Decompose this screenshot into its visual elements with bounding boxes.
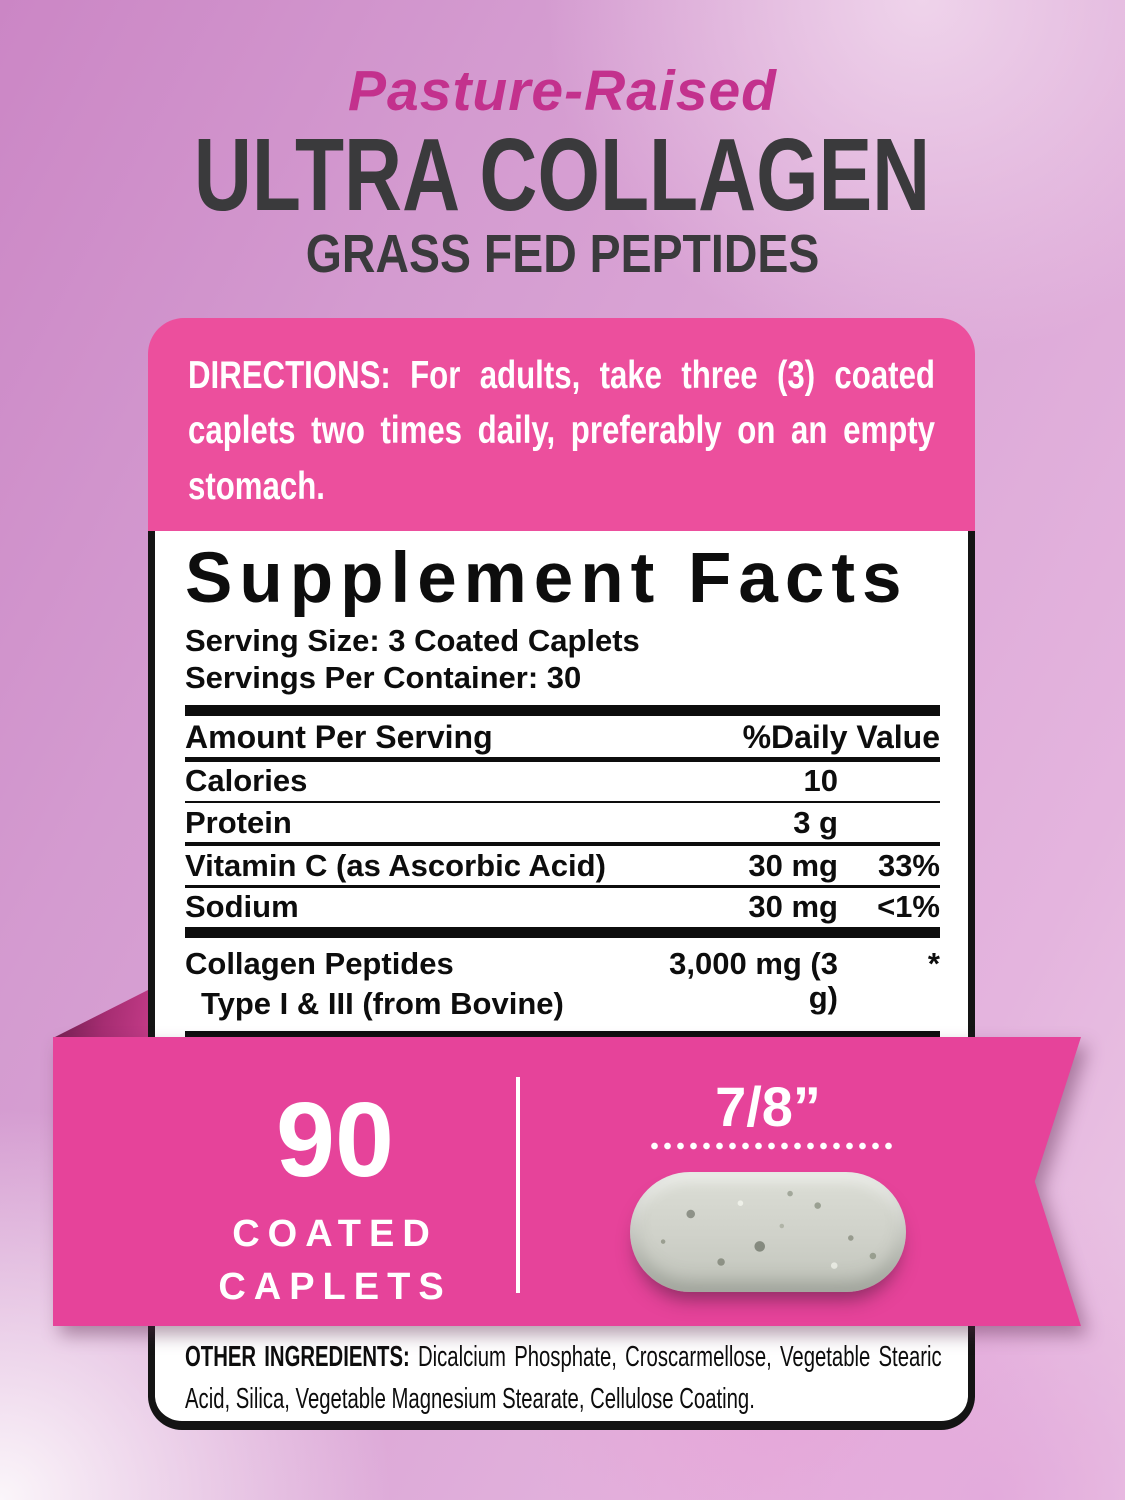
other-ingredients: OTHER INGREDIENTS: Dicalcium Phosphate, … bbox=[185, 1336, 942, 1420]
directions-label: DIRECTIONS: bbox=[188, 354, 391, 397]
facts-header-row: Amount Per Serving %Daily Value bbox=[185, 716, 940, 757]
nutrient-dv: 33% bbox=[877, 847, 940, 883]
nutrient-name: Vitamin C (as Ascorbic Acid) bbox=[185, 847, 606, 883]
thick-rule bbox=[185, 1031, 940, 1043]
nutrient-name: Collagen Peptides Type I & III (from Bov… bbox=[185, 945, 668, 1022]
ribbon-banner: 90 COATED CAPLETS 7/8” bbox=[53, 1037, 1081, 1326]
product-subtitle-line: GRASS FED PEPTIDES bbox=[0, 223, 1125, 284]
ribbon-divider bbox=[516, 1077, 520, 1293]
caplet-unit-line1: COATED bbox=[232, 1213, 438, 1255]
nutrient-amount: 3,000 mg (3 g) bbox=[669, 945, 838, 1016]
other-ingredients-body: Dicalcium Phosphate, Croscarmellose, Veg… bbox=[185, 1340, 942, 1415]
product-subtitle: GRASS FED PEPTIDES bbox=[305, 223, 820, 284]
table-row-collagen: Collagen Peptides Type I & III (from Bov… bbox=[185, 938, 940, 1031]
header-rule bbox=[185, 756, 940, 762]
directions-box: DIRECTIONS: For adults, take three (3) c… bbox=[148, 318, 975, 531]
table-row-protein: Protein 3 g bbox=[185, 803, 940, 842]
directions-text: DIRECTIONS: For adults, take three (3) c… bbox=[188, 348, 935, 514]
supplement-facts-title: Supplement Facts bbox=[185, 539, 909, 618]
product-tagline: Pasture-Raised bbox=[347, 59, 777, 123]
nutrient-name: Protein bbox=[185, 804, 292, 840]
ribbon-shape: 90 COATED CAPLETS 7/8” bbox=[53, 1037, 1081, 1326]
other-ingredients-text: OTHER INGREDIENTS: Dicalcium Phosphate, … bbox=[185, 1336, 942, 1420]
collagen-name-line1: Collagen Peptides bbox=[185, 945, 454, 981]
servings-per-container: Servings Per Container: 30 bbox=[185, 659, 582, 695]
table-row-sodium: Sodium 30 mg <1% bbox=[185, 888, 940, 927]
serving-size: Serving Size: 3 Coated Caplets bbox=[185, 623, 640, 659]
row-rule bbox=[185, 800, 940, 804]
dv-col-header: %Daily Value bbox=[742, 718, 940, 755]
ribbon-fold bbox=[53, 990, 148, 1038]
thick-rule bbox=[185, 704, 940, 716]
directions-body: For adults, take three (3) coated caplet… bbox=[188, 354, 935, 508]
caplet-image bbox=[630, 1172, 906, 1292]
product-title-line: ULTRA COLLAGEN bbox=[0, 116, 1125, 232]
row-rule bbox=[185, 885, 940, 888]
other-ingredients-label: OTHER INGREDIENTS: bbox=[185, 1340, 410, 1373]
nutrient-amount: 10 bbox=[803, 763, 838, 799]
thick-rule bbox=[185, 926, 940, 938]
caplet-size-label: 7/8” bbox=[715, 1075, 821, 1138]
caplet-count-block: 90 COATED CAPLETS bbox=[150, 1087, 520, 1314]
caplet-count: 90 bbox=[276, 1081, 394, 1199]
table-row-vitamin-c: Vitamin C (as Ascorbic Acid) 30 mg 33% bbox=[185, 846, 940, 885]
product-header: Pasture-Raised ULTRA COLLAGEN GRASS FED … bbox=[0, 60, 1125, 282]
nutrient-name: Calories bbox=[185, 763, 308, 799]
nutrient-dv: * bbox=[927, 945, 940, 981]
label-card: DIRECTIONS: For adults, take three (3) c… bbox=[148, 318, 975, 1430]
measure-dotted-line bbox=[648, 1142, 896, 1150]
nutrient-amount: 3 g bbox=[793, 804, 838, 840]
nutrient-amount: 30 mg bbox=[748, 889, 838, 925]
nutrient-name: Sodium bbox=[185, 889, 299, 925]
product-title: ULTRA COLLAGEN bbox=[194, 116, 931, 232]
nutrient-amount: 30 mg bbox=[748, 847, 838, 883]
caplet-unit-line2: CAPLETS bbox=[218, 1266, 452, 1309]
row-rule bbox=[185, 842, 940, 847]
table-row-calories: Calories 10 bbox=[185, 762, 940, 801]
amount-col-header: Amount Per Serving bbox=[185, 718, 493, 755]
collagen-name-line2: Type I & III (from Bovine) bbox=[201, 986, 564, 1022]
nutrient-dv: <1% bbox=[877, 889, 940, 925]
